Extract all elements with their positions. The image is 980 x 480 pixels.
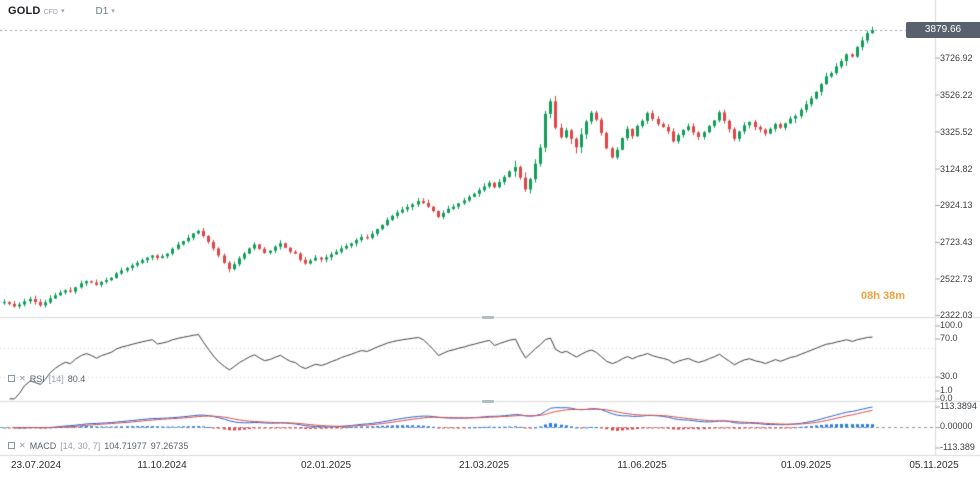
macd-axis-tick: -113.389 (940, 442, 975, 452)
price-axis-tick: 3526.22 (940, 90, 973, 100)
rsi-period: [14] (48, 373, 64, 384)
macd-value: 104.71977 (104, 440, 147, 451)
rsi-name: RSI (29, 373, 45, 384)
indicator-close-icon[interactable]: ✕ (19, 373, 26, 383)
price-axis-tick: 3726.92 (940, 53, 973, 63)
symbol-toolbar: GOLD CFD ▾ D1 ▾ (8, 5, 115, 21)
price-axis-tick: 3124.82 (940, 164, 973, 174)
macd-indicator-label: ✕ MACD [14, 30, 7] 104.71977 97.26735 (8, 440, 188, 451)
current-price-badge: 3879.66 (906, 22, 980, 38)
pane-resize-handle[interactable] (482, 316, 494, 319)
macd-signal-value: 97.26735 (150, 440, 189, 451)
time-axis-label: 02.01.2025 (300, 460, 352, 471)
time-axis-label: 11.06.2025 (617, 460, 667, 471)
macd-axis-tick: 113.3894 (940, 401, 977, 411)
rsi-axis-tick: 100.0 (940, 320, 963, 330)
price-axis-tick: 2924.13 (940, 200, 973, 210)
symbol-button[interactable]: GOLD (8, 5, 41, 17)
rsi-axis-tick: 0.0 (940, 393, 953, 403)
rsi-axis-tick: 1.0 (940, 385, 953, 395)
chevron-down-icon[interactable]: ▾ (60, 8, 65, 15)
macd-params: [14, 30, 7] (60, 440, 101, 451)
timeframe-button[interactable]: D1 (95, 6, 109, 17)
rsi-indicator-label: ✕ RSI [14] 80.4 (8, 373, 85, 384)
time-axis-label: 23.07.2024 (10, 460, 62, 471)
time-axis-label: 05.11.2025 (909, 460, 959, 471)
time-axis-label: 01.09.2025 (780, 460, 832, 471)
bar-close-countdown: 08h 38m (860, 290, 905, 302)
price-axis-tick: 3325.52 (940, 127, 973, 137)
indicator-maximize-icon[interactable] (8, 375, 15, 382)
indicator-close-icon[interactable]: ✕ (19, 440, 26, 450)
rsi-axis-tick: 30.0 (940, 371, 958, 381)
chevron-down-icon[interactable]: ▾ (111, 8, 115, 15)
macd-name: MACD (29, 440, 57, 451)
indicator-maximize-icon[interactable] (8, 442, 15, 449)
pane-resize-handle[interactable] (482, 400, 494, 403)
price-axis-tick: 2322.03 (940, 310, 973, 320)
time-axis-label: 11.10.2024 (137, 460, 187, 471)
time-axis-label: 21.03.2025 (458, 460, 510, 471)
price-axis-tick: 2723.43 (940, 237, 973, 247)
rsi-axis-tick: 70.0 (940, 333, 958, 343)
rsi-value: 80.4 (67, 373, 86, 384)
price-axis-tick: 2522.73 (940, 274, 973, 284)
macd-axis-tick: 0.00000 (940, 421, 973, 431)
market-type-label: CFD (43, 9, 58, 16)
